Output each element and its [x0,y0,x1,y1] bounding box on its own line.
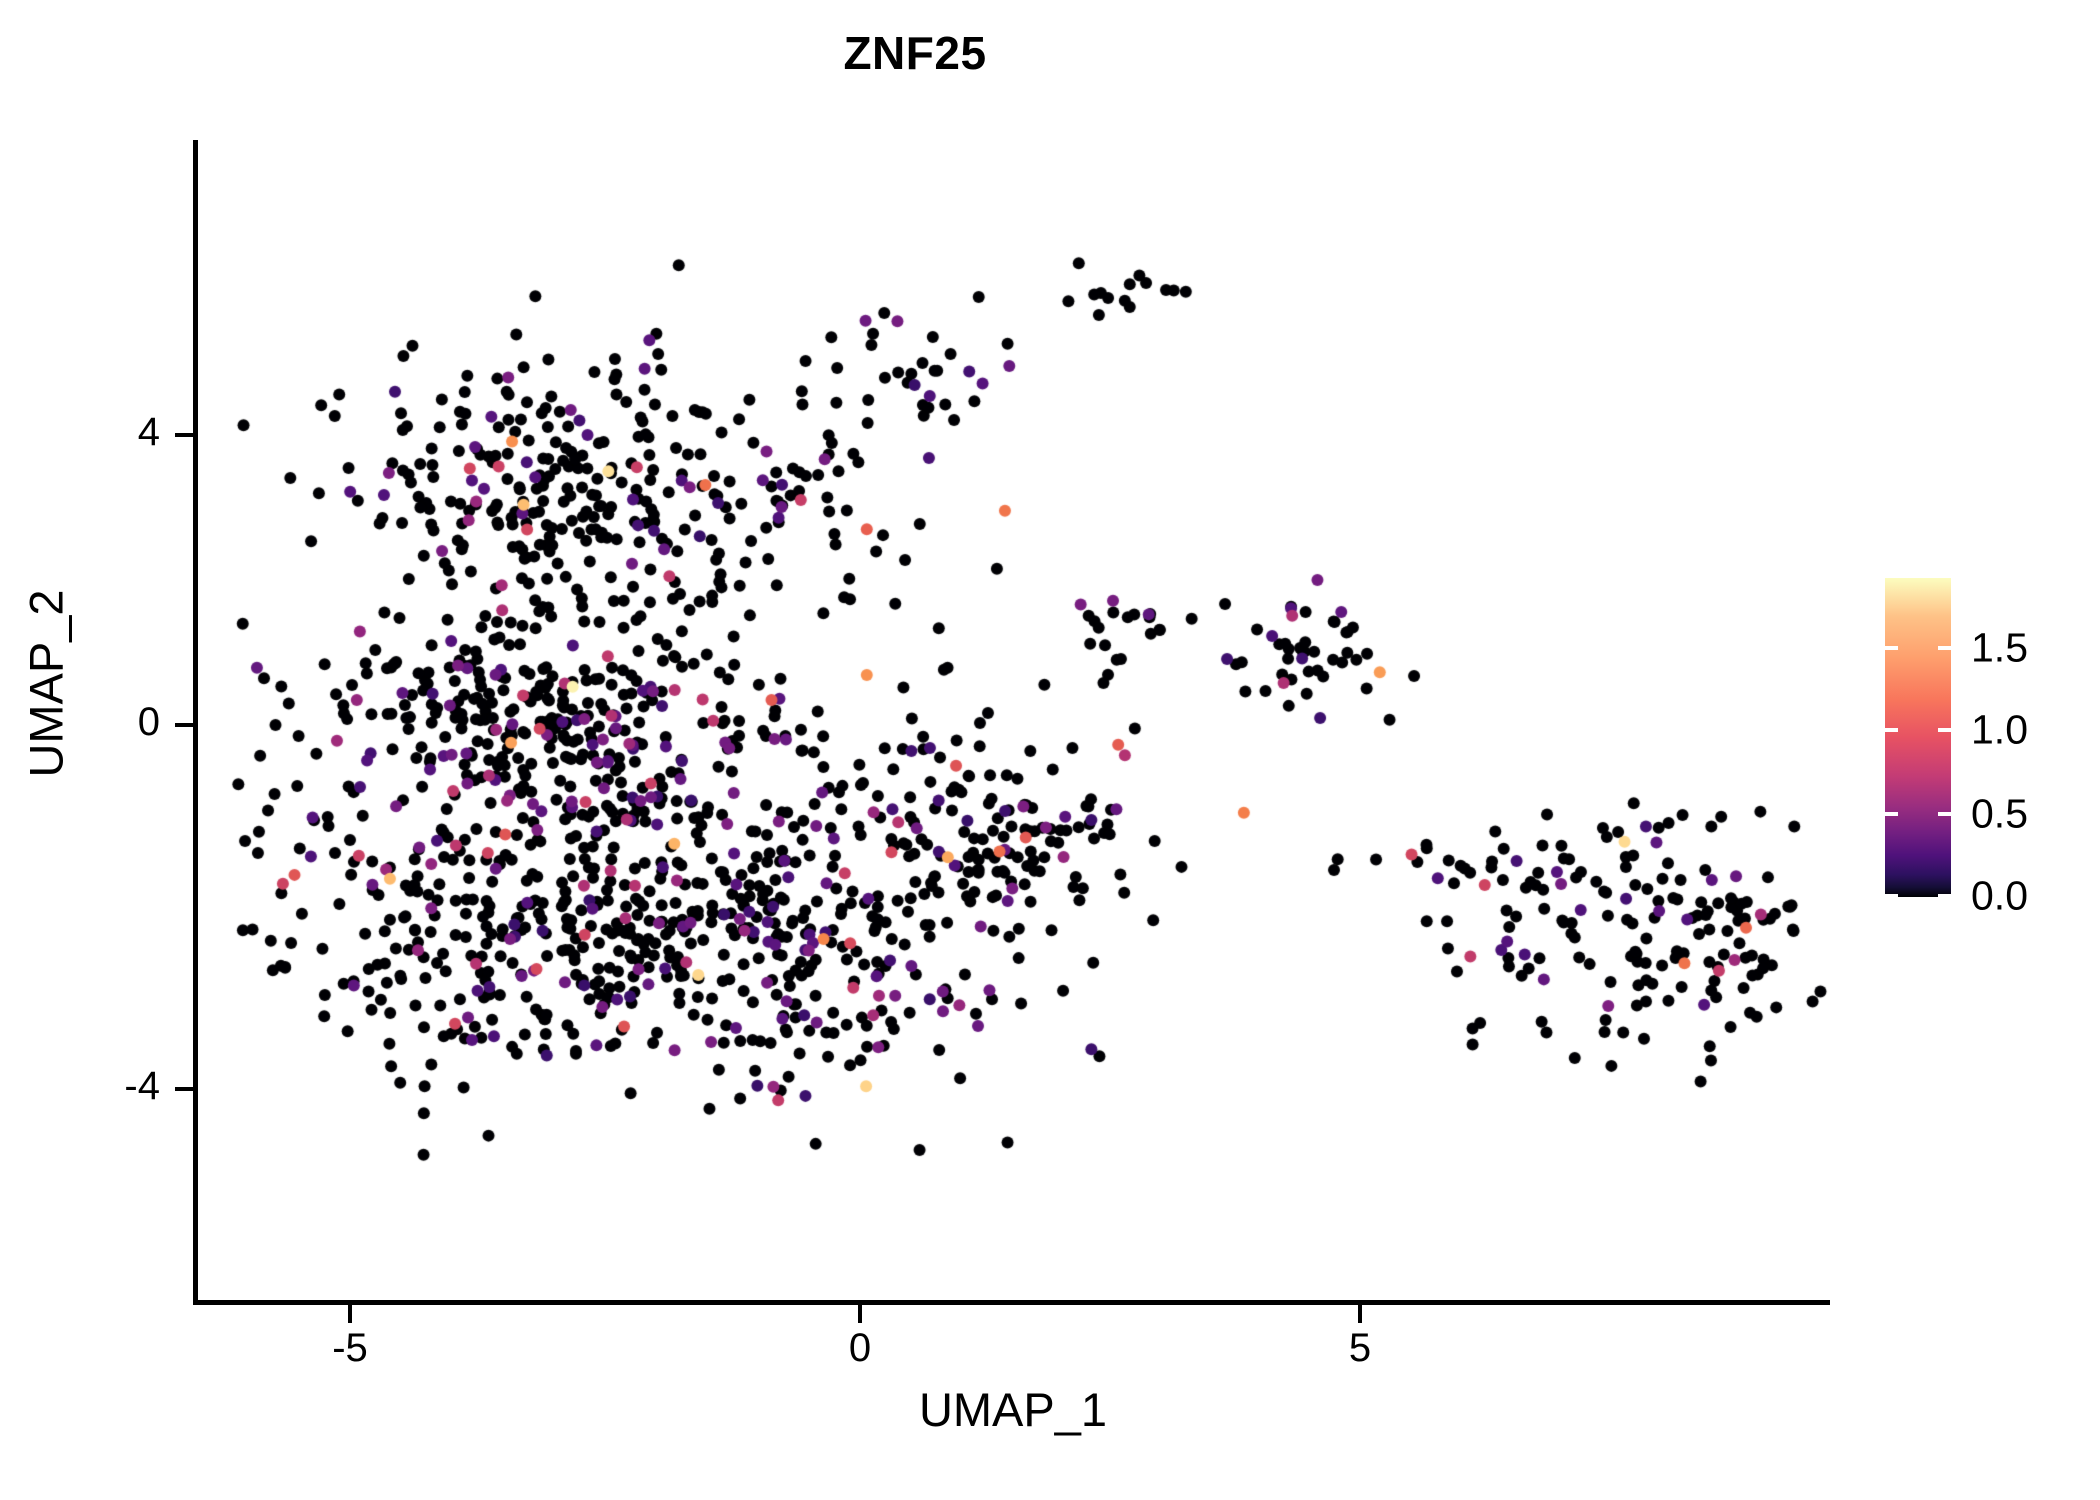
colorbar-tick-1-0-right [1938,728,1951,732]
x-axis-label-minus5: -5 [332,1326,368,1370]
x-axis-label-0: 0 [848,1326,872,1370]
x-axis-line [193,1300,1830,1305]
colorbar-label-0-0: 0.0 [1971,872,2028,919]
colorbar-label-1-5: 1.5 [1971,624,2028,671]
y-axis-tick-0 [175,723,194,727]
colorbar-tick-1-5-left [1885,646,1898,650]
y-axis-label-4: 4 [137,410,160,454]
colorbar-tick-0-0-right [1938,894,1951,898]
colorbar-tick-1-0-left [1885,728,1898,732]
scatter-plot-canvas [196,140,1830,1302]
colorbar-tick-0-5-left [1885,812,1898,816]
y-axis-line [193,140,198,1304]
x-axis-tick-5 [1358,1304,1362,1323]
colorbar-gradient [1885,578,1951,898]
colorbar-label-1-0: 1.0 [1971,706,2028,753]
x-axis-tick-minus5 [348,1304,352,1323]
colorbar-tick-0-5-right [1938,812,1951,816]
plot-panel [196,140,1830,1302]
y-axis-label-0: 0 [137,700,160,744]
y-axis-tick-4 [175,433,194,437]
x-axis-label-5: 5 [1348,1326,1372,1370]
colorbar-legend: 1.5 1.0 0.5 0.0 [1885,578,2028,919]
x-axis-tick-0 [858,1304,862,1323]
y-axis-tick-minus4 [175,1087,194,1091]
page-title: ZNF25 [843,27,987,79]
y-axis-label-minus4: -4 [124,1064,160,1108]
y-axis-title: UMAP_2 [19,589,73,778]
colorbar-label-0-5: 0.5 [1971,790,2028,837]
colorbar-tick-1-5-right [1938,646,1951,650]
colorbar-tick-0-0-left [1885,894,1898,898]
x-axis-title: UMAP_1 [918,1383,1108,1436]
